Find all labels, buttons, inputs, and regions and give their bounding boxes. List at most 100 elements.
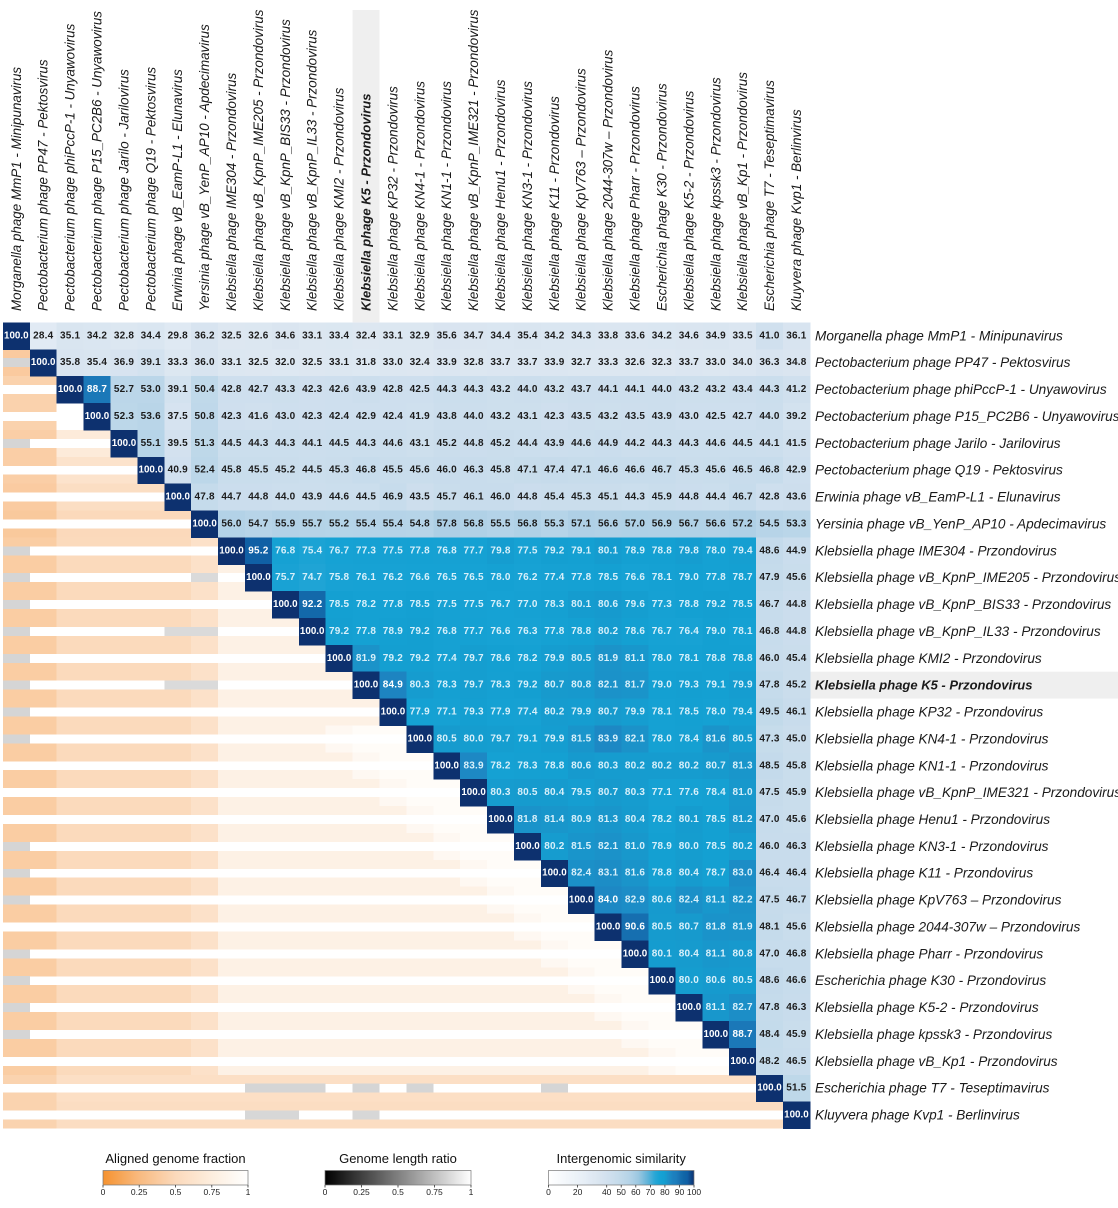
svg-text:45.3: 45.3: [571, 492, 592, 503]
svg-text:80.6: 80.6: [571, 760, 592, 771]
svg-text:57.8: 57.8: [437, 518, 458, 529]
svg-text:44.3: 44.3: [437, 384, 458, 395]
svg-text:81.0: 81.0: [625, 841, 646, 852]
svg-text:Klebsiella phage kpssk3 - Przo: Klebsiella phage kpssk3 - Przondovirus: [815, 1027, 1052, 1042]
svg-text:1: 1: [469, 1187, 474, 1197]
svg-text:36.3: 36.3: [759, 357, 780, 368]
svg-text:80.5: 80.5: [571, 653, 592, 664]
svg-text:45.8: 45.8: [786, 760, 807, 771]
svg-text:78.5: 78.5: [679, 707, 700, 718]
svg-text:44.3: 44.3: [679, 438, 700, 449]
svg-text:47.3: 47.3: [759, 733, 780, 744]
svg-text:31.8: 31.8: [356, 357, 377, 368]
svg-text:78.8: 78.8: [706, 653, 727, 664]
svg-text:43.2: 43.2: [679, 384, 700, 395]
svg-text:76.8: 76.8: [437, 626, 458, 637]
svg-text:56.0: 56.0: [221, 518, 242, 529]
svg-text:53.0: 53.0: [141, 384, 162, 395]
svg-text:32.0: 32.0: [275, 357, 296, 368]
svg-text:43.2: 43.2: [490, 384, 511, 395]
svg-text:Klebsiella phage KN4-1 - Przon: Klebsiella phage KN4-1 - Przondovirus: [815, 731, 1049, 746]
svg-text:100.0: 100.0: [58, 384, 83, 395]
svg-text:44.5: 44.5: [329, 438, 350, 449]
svg-text:78.8: 78.8: [544, 760, 565, 771]
svg-text:43.2: 43.2: [598, 411, 619, 422]
svg-text:100.0: 100.0: [139, 465, 164, 476]
svg-text:34.4: 34.4: [141, 330, 162, 341]
svg-text:78.2: 78.2: [652, 814, 673, 825]
svg-text:Intergenomic similarity: Intergenomic similarity: [557, 1151, 687, 1166]
svg-text:100.0: 100.0: [246, 572, 271, 583]
svg-text:80.6: 80.6: [598, 599, 619, 610]
svg-text:43.5: 43.5: [625, 411, 646, 422]
svg-text:75.4: 75.4: [302, 545, 323, 556]
svg-text:100.0: 100.0: [488, 814, 513, 825]
svg-text:80.0: 80.0: [679, 841, 700, 852]
svg-text:41.6: 41.6: [248, 411, 269, 422]
svg-text:43.9: 43.9: [544, 438, 565, 449]
svg-text:Aligned genome fraction: Aligned genome fraction: [105, 1151, 245, 1166]
svg-text:81.4: 81.4: [544, 814, 565, 825]
svg-text:Kluyvera phage Kvp1 - Berlinvi: Kluyvera phage Kvp1 - Berlinvirus: [815, 1108, 1020, 1123]
svg-text:44.8: 44.8: [517, 492, 538, 503]
svg-text:45.2: 45.2: [437, 438, 458, 449]
svg-text:0.25: 0.25: [353, 1187, 370, 1197]
svg-text:Klebsiella phage vB_KpnP_IL33: Klebsiella phage vB_KpnP_IL33 - Przondov…: [305, 29, 320, 311]
svg-text:42.9: 42.9: [356, 411, 377, 422]
svg-text:78.5: 78.5: [732, 599, 753, 610]
svg-text:100.0: 100.0: [569, 895, 594, 906]
svg-text:33.9: 33.9: [437, 357, 458, 368]
svg-text:33.5: 33.5: [732, 330, 753, 341]
svg-text:Klebsiella phage KN3-1 - Przon: Klebsiella phage KN3-1 - Przondovirus: [520, 81, 535, 311]
svg-text:80.4: 80.4: [679, 948, 700, 959]
svg-text:80.1: 80.1: [679, 814, 700, 825]
svg-text:36.9: 36.9: [114, 357, 135, 368]
svg-text:79.2: 79.2: [329, 626, 350, 637]
svg-text:79.2: 79.2: [544, 545, 565, 556]
svg-text:34.3: 34.3: [571, 330, 592, 341]
svg-text:81.7: 81.7: [625, 680, 646, 691]
svg-text:56.8: 56.8: [463, 518, 484, 529]
svg-text:29.8: 29.8: [168, 330, 189, 341]
svg-text:79.2: 79.2: [706, 599, 727, 610]
svg-text:Klebsiella phage K5 - Przondov: Klebsiella phage K5 - Przondovirus: [359, 94, 374, 311]
svg-text:45.9: 45.9: [786, 1029, 807, 1040]
svg-text:100.0: 100.0: [85, 411, 110, 422]
svg-text:44.0: 44.0: [652, 384, 673, 395]
svg-text:Escherichia phage T7 - Tesepti: Escherichia phage T7 - Teseptimavirus: [815, 1081, 1050, 1096]
svg-text:Yersinia phage vB_YenP_AP10 -: Yersinia phage vB_YenP_AP10 - Apdecimavi…: [815, 516, 1106, 531]
svg-text:46.0: 46.0: [437, 465, 458, 476]
svg-text:43.5: 43.5: [571, 411, 592, 422]
svg-text:32.9: 32.9: [410, 330, 431, 341]
svg-text:47.9: 47.9: [759, 572, 780, 583]
svg-text:78.8: 78.8: [652, 545, 673, 556]
svg-text:78.1: 78.1: [732, 626, 753, 637]
svg-text:Klebsiella phage IME304 - Przo: Klebsiella phage IME304 - Przondovirus: [815, 543, 1057, 558]
svg-text:46.4: 46.4: [786, 868, 807, 879]
svg-text:Klebsiella phage KMI2 - Przond: Klebsiella phage KMI2 - Przondovirus: [332, 87, 347, 311]
svg-text:0: 0: [101, 1187, 106, 1197]
svg-text:83.1: 83.1: [598, 868, 619, 879]
svg-text:78.3: 78.3: [490, 680, 511, 691]
svg-text:79.7: 79.7: [490, 733, 511, 744]
svg-text:100.0: 100.0: [4, 330, 29, 341]
svg-text:77.7: 77.7: [463, 545, 484, 556]
svg-text:Klebsiella phage K11 - Przondo: Klebsiella phage K11 - Przondovirus: [547, 96, 562, 311]
svg-text:34.4: 34.4: [490, 330, 511, 341]
svg-text:45.8: 45.8: [490, 465, 511, 476]
svg-text:80.4: 80.4: [679, 868, 700, 879]
svg-text:78.4: 78.4: [706, 787, 727, 798]
svg-text:80.8: 80.8: [732, 948, 753, 959]
svg-text:78.1: 78.1: [652, 707, 673, 718]
svg-text:44.1: 44.1: [759, 438, 780, 449]
svg-text:77.4: 77.4: [517, 707, 538, 718]
svg-text:76.7: 76.7: [490, 599, 511, 610]
svg-text:55.7: 55.7: [302, 518, 323, 529]
svg-text:44.8: 44.8: [679, 492, 700, 503]
svg-text:77.8: 77.8: [544, 626, 565, 637]
svg-text:82.2: 82.2: [732, 895, 753, 906]
svg-text:42.8: 42.8: [759, 492, 780, 503]
svg-text:100: 100: [687, 1187, 701, 1197]
svg-text:42.8: 42.8: [221, 384, 242, 395]
svg-text:80.2: 80.2: [598, 626, 619, 637]
